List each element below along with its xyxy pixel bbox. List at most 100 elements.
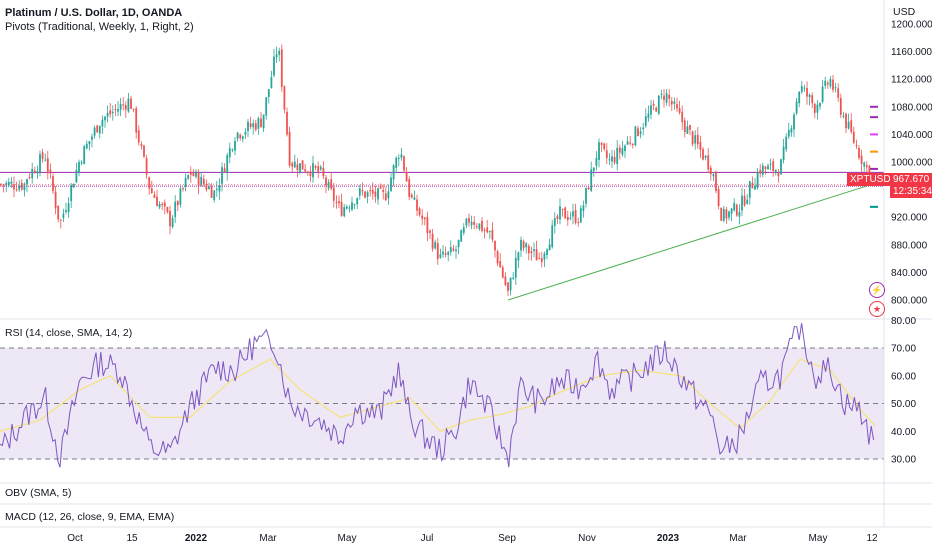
candle-body (626, 141, 629, 145)
rsi-tick-label: 70.00 (891, 344, 916, 355)
candle-body (241, 136, 244, 140)
candle-body (475, 226, 478, 228)
candle-body (512, 277, 515, 279)
candle-body (231, 149, 234, 151)
candle-body (600, 142, 603, 146)
price-tick-label: 1080.000 (891, 102, 932, 113)
candle-body (111, 111, 114, 114)
candle-body (491, 229, 494, 240)
candle-body (793, 114, 795, 130)
candle-body (301, 160, 304, 170)
candle-body (314, 165, 317, 168)
candle-body (507, 282, 509, 291)
price-pane[interactable] (0, 44, 884, 301)
candle-body (267, 89, 270, 97)
candle-body (553, 218, 556, 227)
candle-body (696, 134, 699, 145)
candle-body (143, 145, 145, 157)
candle-body (208, 186, 210, 189)
candle-body (538, 257, 541, 259)
candle-body (31, 168, 34, 179)
candle-body (356, 198, 359, 205)
rsi-pane[interactable] (0, 322, 884, 468)
candle-body (325, 177, 327, 186)
candle-body (546, 249, 548, 255)
candle-body (743, 195, 746, 206)
time-axis[interactable]: Oct 15 2022 Mar May Jul Sep Nov 2023 Mar May 12 (67, 533, 878, 544)
candle-body (96, 125, 99, 133)
candle-body (616, 147, 619, 165)
candle-body (821, 86, 824, 102)
candle-body (595, 157, 598, 166)
candle-body (733, 203, 736, 211)
candle-body (522, 241, 525, 248)
candle-body (278, 50, 281, 55)
rsi-tick-label: 40.00 (891, 427, 916, 438)
candle-body (366, 192, 369, 197)
candle-body (455, 249, 457, 252)
candle-body (577, 222, 580, 224)
candle-body (722, 208, 725, 221)
candle-body (756, 172, 759, 188)
candle-body (730, 208, 733, 214)
macd-legend[interactable]: MACD (12, 26, close, 9, EMA, EMA) (5, 511, 175, 523)
candle-body (527, 245, 530, 254)
candle-body (262, 114, 265, 129)
candle-body (637, 128, 639, 137)
candle-body (299, 163, 301, 173)
candle-body (304, 169, 307, 172)
obv-legend[interactable]: OBV (SMA, 5) (5, 487, 72, 499)
candle-body (65, 210, 67, 213)
candle-body (130, 98, 132, 109)
candle-body (647, 113, 650, 118)
candle-body (176, 201, 179, 206)
time-tick-label: Mar (729, 533, 747, 544)
time-tick-label: May (338, 533, 357, 544)
candle-body (520, 239, 522, 251)
candle-body (704, 155, 707, 158)
candle-body (221, 167, 223, 184)
candle-body (431, 233, 434, 249)
candle-body (288, 131, 291, 166)
candle-body (296, 164, 299, 171)
chart-title: Platinum / U.S. Dollar, 1D, OANDA (5, 7, 183, 19)
rsi-legend[interactable]: RSI (14, close, SMA, 14, 2) (5, 327, 133, 339)
us-flag-icon[interactable]: ★ (869, 301, 885, 317)
candle-body (226, 155, 229, 173)
candle-body (748, 181, 751, 198)
candle-body (78, 161, 80, 173)
candle-body (187, 175, 190, 179)
flash-icon[interactable]: ⚡ (869, 282, 885, 298)
candle-body (481, 220, 483, 232)
candle-body (751, 182, 754, 189)
candle-body (67, 203, 70, 213)
candle-body (371, 189, 374, 194)
candle-body (452, 248, 455, 251)
candle-body (673, 101, 676, 104)
candle-body (717, 188, 720, 207)
candle-body (169, 210, 171, 227)
candle-body (598, 142, 600, 160)
candle-body (746, 199, 749, 204)
candle-body (483, 229, 486, 231)
candle-body (530, 251, 533, 254)
candle-body (678, 108, 681, 113)
candle-body (369, 189, 372, 192)
candle-body (98, 125, 101, 134)
candle-body (707, 155, 710, 170)
candle-body (829, 79, 832, 87)
time-tick-label: Nov (578, 533, 596, 544)
candle-body (395, 157, 398, 169)
candle-body (18, 185, 21, 190)
candle-body (166, 207, 169, 213)
candle-body (657, 95, 660, 114)
candle-body (548, 244, 551, 251)
candle-body (283, 86, 286, 110)
candle-body (80, 162, 83, 164)
candle-body (161, 203, 164, 206)
pivots-legend[interactable]: Pivots (Traditional, Weekly, 1, Right, 2… (5, 21, 194, 33)
price-axis[interactable]: 1200.000 1160.000 1120.000 1080.000 1040.000… (891, 20, 932, 466)
candle-body (2, 184, 5, 186)
candle-body (681, 111, 684, 123)
